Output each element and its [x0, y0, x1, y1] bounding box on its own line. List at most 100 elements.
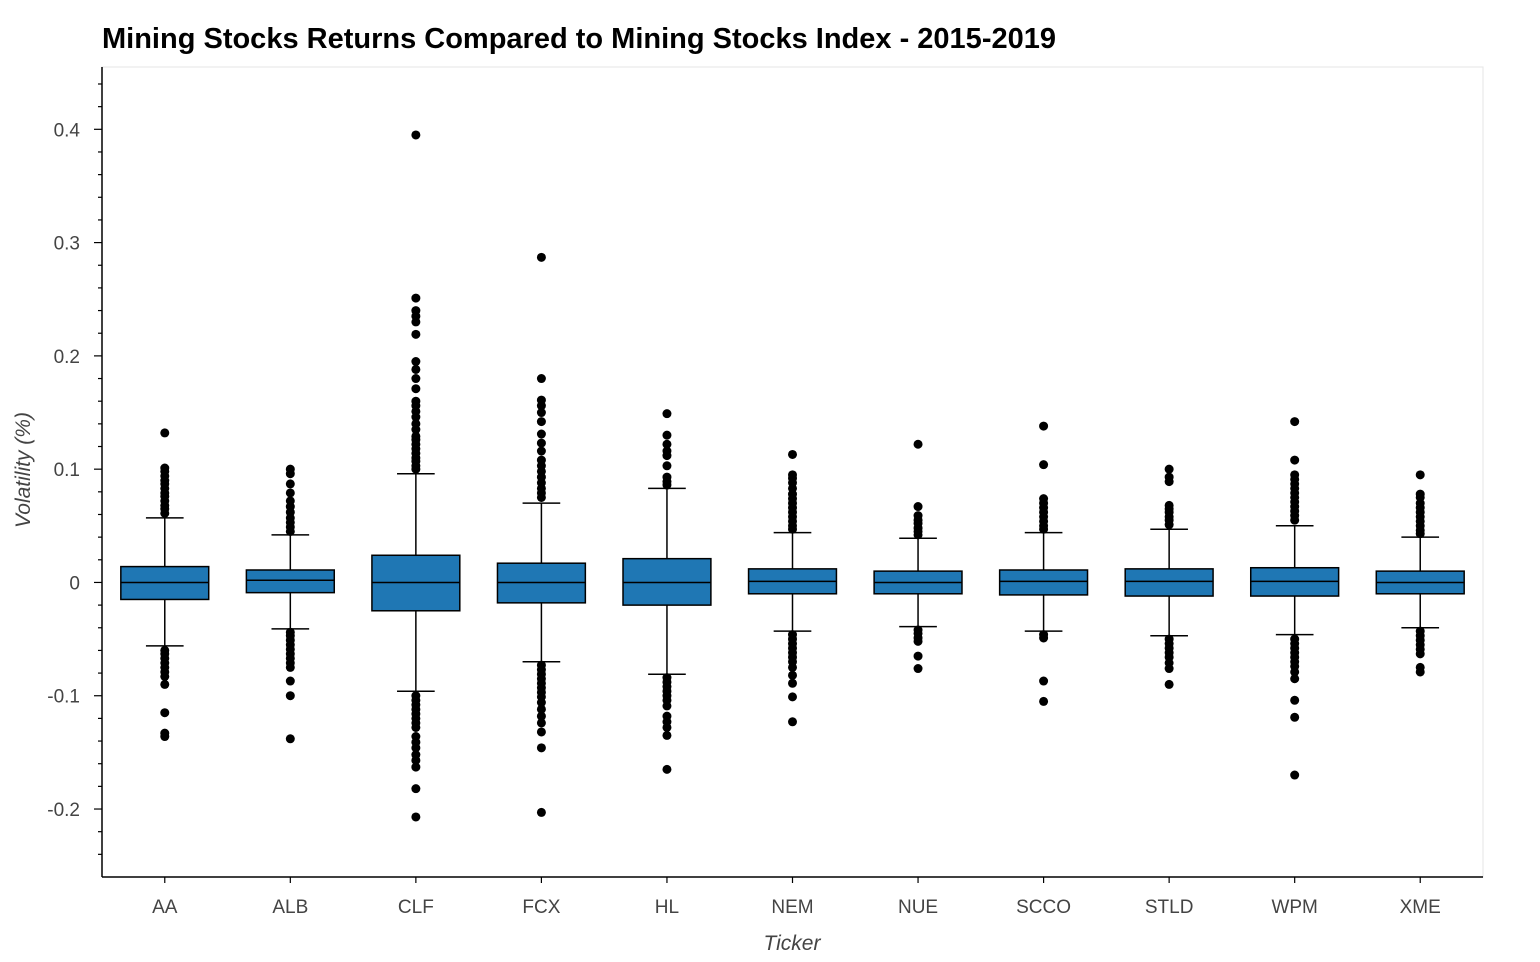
- box-fcx: [496, 502, 587, 663]
- outlier-point: [536, 698, 546, 708]
- outlier-point: [1415, 649, 1425, 659]
- x-tick-label: ALB: [272, 897, 308, 918]
- outlier-point: [662, 480, 672, 490]
- outlier-point: [160, 708, 170, 718]
- outlier-point: [536, 408, 546, 418]
- box-wpm: [1249, 525, 1340, 636]
- outlier-point: [1290, 695, 1300, 705]
- outlier-point: [411, 762, 421, 772]
- outlier-point: [1039, 676, 1049, 686]
- chart-title: Mining Stocks Returns Compared to Mining…: [102, 23, 1056, 55]
- outlier-point: [913, 636, 923, 646]
- outlier-point: [536, 446, 546, 456]
- outlier-point: [411, 812, 421, 822]
- outlier-point: [160, 508, 170, 518]
- x-tick-label: SCCO: [1016, 897, 1071, 918]
- outlier-point: [1164, 477, 1174, 487]
- box-nem: [747, 531, 838, 632]
- outlier-point: [788, 662, 797, 672]
- outlier-point: [411, 357, 421, 367]
- outlier-point: [411, 364, 421, 374]
- outlier-point: [411, 722, 421, 732]
- x-tick-label: FCX: [522, 897, 560, 918]
- x-tick-label: AA: [152, 897, 178, 918]
- outlier-point: [788, 524, 797, 534]
- outlier-point: [788, 692, 797, 702]
- outlier-point: [536, 417, 546, 427]
- outlier-point: [1415, 470, 1425, 480]
- outlier-point: [285, 526, 295, 536]
- outlier-point: [536, 401, 546, 411]
- outlier-point: [913, 530, 923, 540]
- outlier-point: [160, 732, 170, 742]
- outlier-point: [1039, 421, 1049, 431]
- outlier-point: [536, 252, 546, 262]
- outlier-point: [285, 734, 295, 744]
- outlier-point: [285, 488, 295, 498]
- x-tick-label: STLD: [1145, 897, 1194, 918]
- outlier-point: [411, 374, 421, 384]
- outlier-point: [662, 409, 672, 419]
- outlier-point: [411, 784, 421, 794]
- y-tick-label: -0.2: [47, 800, 80, 821]
- outlier-point: [662, 722, 672, 732]
- outlier-point: [411, 755, 421, 765]
- outlier-point: [913, 651, 923, 661]
- box-xme: [1375, 536, 1465, 629]
- outlier-point: [411, 384, 421, 394]
- outlier-point: [788, 670, 797, 680]
- box-clf: [371, 472, 461, 692]
- outlier-point: [662, 439, 672, 449]
- x-tick-label: XME: [1400, 897, 1441, 918]
- outlier-point: [1039, 460, 1049, 470]
- outlier-point: [536, 727, 546, 737]
- box-aa: [120, 517, 210, 647]
- outlier-point: [662, 430, 672, 440]
- y-tick-label: -0.1: [47, 687, 80, 708]
- outlier-point: [1164, 520, 1174, 530]
- outlier-point: [1164, 464, 1174, 474]
- outlier-point: [160, 671, 170, 681]
- outlier-point: [411, 130, 421, 140]
- outlier-point: [411, 329, 421, 339]
- y-axis: -0.2 -0.1 0 0.1 0.2 0.3 0.4: [47, 67, 103, 877]
- outlier-point: [1290, 674, 1300, 684]
- box-stld: [1124, 528, 1214, 637]
- iqr-box: [1124, 568, 1214, 597]
- outlier-point: [160, 428, 170, 438]
- y-tick-label: 0.2: [54, 347, 80, 368]
- outlier-point: [788, 678, 797, 688]
- outlier-point: [662, 730, 672, 740]
- y-axis-label: Volatility (%): [12, 412, 35, 528]
- outlier-point: [536, 807, 546, 817]
- outlier-point: [285, 479, 295, 489]
- outlier-point: [662, 461, 672, 471]
- outlier-point: [285, 676, 295, 686]
- outlier-point: [536, 718, 546, 728]
- outlier-point: [536, 429, 546, 439]
- outliers-layer: [160, 130, 1425, 822]
- outlier-point: [536, 743, 546, 753]
- outlier-point: [285, 662, 295, 672]
- outlier-point: [411, 412, 421, 422]
- outlier-point: [1290, 770, 1300, 780]
- y-tick-label: 0: [69, 573, 80, 594]
- x-tick-label: NUE: [898, 897, 938, 918]
- outlier-point: [913, 502, 923, 512]
- outlier-point: [536, 711, 546, 721]
- outlier-point: [1164, 679, 1174, 689]
- x-tick-label: HL: [655, 897, 679, 918]
- x-tick-label: CLF: [398, 897, 434, 918]
- outlier-point: [411, 293, 421, 303]
- outlier-point: [788, 449, 797, 459]
- outlier-point: [1290, 667, 1300, 677]
- outlier-point: [536, 704, 546, 714]
- outlier-point: [1290, 417, 1300, 427]
- outlier-point: [1290, 712, 1300, 722]
- outlier-point: [1290, 515, 1300, 525]
- x-tick-label: NEM: [771, 897, 813, 918]
- outlier-point: [1039, 696, 1049, 706]
- outlier-point: [1290, 455, 1300, 465]
- outlier-point: [662, 701, 672, 711]
